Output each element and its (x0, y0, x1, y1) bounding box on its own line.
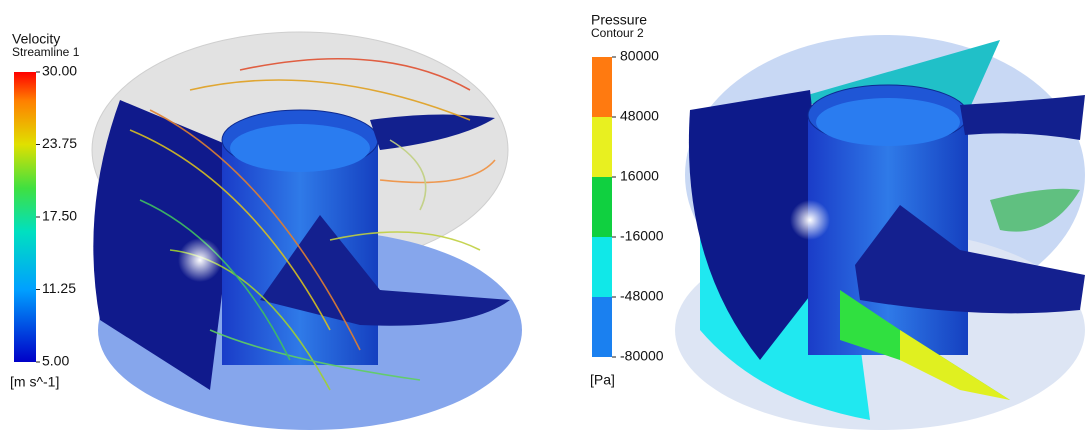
velocity-legend: Velocity Streamline 1 30.0023.7517.5011.… (10, 31, 80, 390)
tick-label: -16000 (620, 228, 664, 244)
velocity-scene (92, 32, 522, 430)
pressure-scene (675, 35, 1085, 430)
legend-subtitle: Streamline 1 (12, 45, 80, 59)
color-bar (14, 72, 36, 362)
legend-subtitle: Contour 2 (591, 26, 644, 40)
color-bar (592, 57, 612, 357)
figure: Velocity Streamline 1 30.0023.7517.5011.… (0, 0, 1088, 437)
tick-label: -48000 (620, 288, 664, 304)
tick-label: 17.50 (42, 208, 77, 224)
tick-label: 80000 (620, 48, 659, 64)
tick-label: 5.00 (42, 353, 69, 369)
pressure-legend: Pressure Contour 2 800004800016000-16000… (590, 12, 664, 388)
legend-unit: [Pa] (590, 372, 615, 388)
tick-label: 23.75 (42, 135, 77, 151)
legend-unit: [m s^-1] (10, 374, 59, 390)
tick-label: 11.25 (42, 280, 76, 296)
tick-label: -80000 (620, 348, 664, 364)
tick-label: 16000 (620, 168, 659, 184)
tick-label: 48000 (620, 108, 659, 124)
tick-label: 30.00 (42, 63, 77, 79)
